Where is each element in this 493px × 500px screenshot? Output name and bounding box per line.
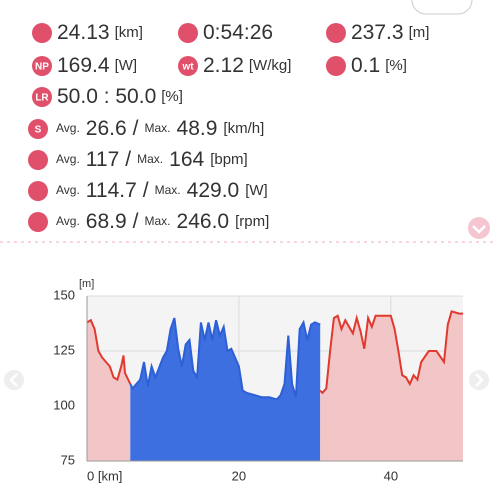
area-fill [130, 318, 321, 461]
stat: 0:54:26 [203, 21, 273, 44]
max-value: 48.9 [177, 117, 218, 140]
stat: 24.13 [km] [57, 21, 143, 44]
stat-unit: [m] [409, 24, 430, 41]
stat: 237.3 [m] [351, 21, 429, 44]
stat-value: 169.4 [57, 54, 110, 77]
stat-icon [28, 119, 48, 139]
area-line [319, 310, 463, 395]
area-line [129, 317, 321, 401]
stat-icon [28, 181, 48, 201]
avg-value: 114.7 [86, 179, 137, 202]
stat-icon [32, 23, 52, 43]
stat-icon [28, 150, 48, 170]
stat-icon [178, 23, 198, 43]
unit: [W] [245, 182, 268, 199]
icon-label: wt [181, 62, 194, 73]
separator: / [125, 148, 131, 171]
area-fill [320, 311, 463, 461]
y-axis-label: [m] [79, 278, 94, 290]
prev-icon [9, 373, 18, 387]
avg-label: Avg. [56, 152, 80, 166]
next-button[interactable] [469, 370, 489, 390]
x-tick-label: 20 [232, 468, 246, 483]
top-button[interactable] [411, 0, 473, 15]
stat-unit: [%] [385, 57, 407, 74]
expand-button[interactable] [468, 217, 490, 239]
separator: / [143, 179, 149, 202]
separator: / [133, 210, 139, 233]
x-tick-label: 0 [km] [87, 468, 122, 483]
max-value: 164 [169, 148, 204, 171]
expand-icon [472, 225, 486, 234]
area-line [86, 318, 132, 385]
y-tick-label: 150 [53, 287, 75, 302]
next-icon [475, 373, 484, 387]
stat-value: 24.13 [57, 21, 110, 44]
stat: 50.0 : 50.0 [%] [57, 85, 183, 108]
y-tick-label: 75 [61, 452, 75, 467]
icon-label: S [35, 125, 42, 136]
stat-value: 0.1 [351, 54, 380, 77]
stat: 169.4 [W] [57, 54, 137, 77]
stat-icon [178, 56, 198, 76]
prev-button[interactable] [4, 370, 24, 390]
stat-icon [32, 56, 52, 76]
y-tick-label: 125 [53, 342, 75, 357]
unit: [km/h] [223, 120, 264, 137]
stat-value: 0:54:26 [203, 21, 273, 44]
stat-unit: [%] [161, 88, 183, 105]
unit: [rpm] [235, 213, 269, 230]
max-label: Max. [155, 183, 181, 197]
stat-value: 237.3 [351, 21, 404, 44]
avg-max: Avg. 26.6 / Max. 48.9 [km/h] [56, 117, 264, 140]
max-label: Max. [137, 152, 163, 166]
max-label: Max. [145, 214, 171, 228]
separator: / [133, 117, 139, 140]
max-value: 246.0 [177, 210, 230, 233]
max-label: Max. [145, 121, 171, 135]
icon-label: NP [35, 62, 49, 73]
stat-unit: [km] [115, 24, 143, 41]
avg-value: 26.6 [86, 117, 127, 140]
avg-max: Avg. 114.7 / Max. 429.0 [W] [56, 179, 268, 202]
avg-value: 68.9 [86, 210, 127, 233]
area-fill [87, 320, 131, 461]
stat-icon [28, 212, 48, 232]
avg-label: Avg. [56, 214, 80, 228]
x-tick-label: 40 [384, 468, 398, 483]
avg-label: Avg. [56, 121, 80, 135]
unit: [bpm] [210, 151, 248, 168]
stat-value: 50.0 : 50.0 [57, 85, 156, 108]
stat-icon [326, 56, 346, 76]
stat-value: 2.12 [203, 54, 244, 77]
avg-max: Avg. 117 / Max. 164 [bpm] [56, 148, 248, 171]
avg-max: Avg. 68.9 / Max. 246.0 [rpm] [56, 210, 269, 233]
stat-unit: [W] [115, 57, 138, 74]
stat-unit: [W/kg] [249, 57, 292, 74]
stat: 2.12 [W/kg] [203, 54, 291, 77]
icon-label: LR [35, 93, 49, 104]
stat: 0.1 [%] [351, 54, 407, 77]
avg-value: 117 [86, 148, 119, 171]
avg-label: Avg. [56, 183, 80, 197]
y-tick-label: 100 [53, 397, 75, 412]
stat-icon [32, 87, 52, 107]
stat-icon [326, 23, 346, 43]
max-value: 429.0 [187, 179, 240, 202]
